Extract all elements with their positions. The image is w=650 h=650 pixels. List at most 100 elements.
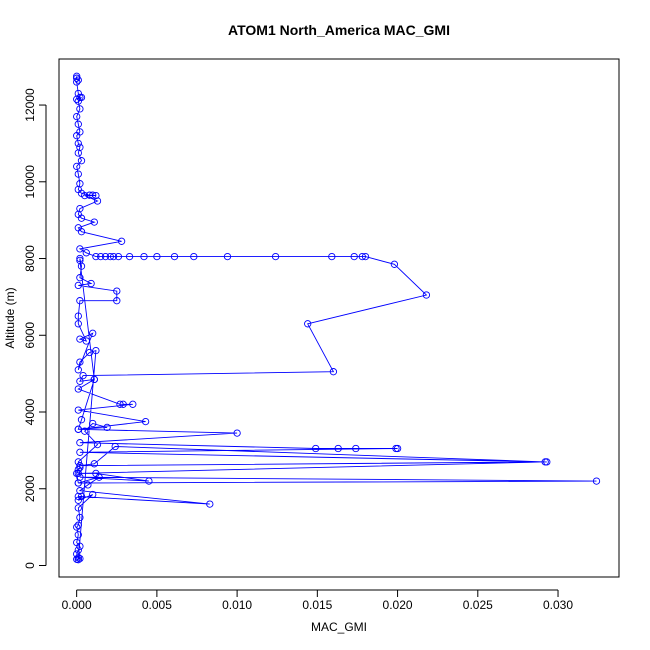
data-point: [361, 252, 370, 261]
data-point: [81, 427, 89, 435]
data-point: [89, 329, 97, 337]
data-point: [76, 245, 84, 253]
data-point: [76, 448, 84, 456]
data-point: [73, 469, 81, 478]
data-point: [74, 97, 82, 105]
data-point: [541, 458, 549, 466]
data-point: [77, 157, 86, 165]
data-point: [129, 400, 137, 408]
data-point: [390, 260, 399, 268]
data-point: [74, 425, 82, 433]
data-point: [95, 473, 103, 481]
plot-frame: [58, 58, 620, 578]
data-point: [84, 481, 92, 489]
data-point: [328, 252, 336, 261]
data-point: [76, 105, 84, 113]
x-tick-label: 0.020: [383, 598, 413, 612]
data-point: [393, 444, 402, 453]
chart-title: ATOM1 North_America MAC_GMI: [228, 22, 450, 38]
data-point: [113, 297, 121, 305]
data-point: [97, 252, 105, 261]
data-point: [74, 320, 82, 328]
data-point: [90, 375, 98, 384]
data-point: [73, 132, 81, 140]
data-point: [592, 477, 601, 485]
data-point: [76, 439, 84, 447]
data-point: [77, 228, 86, 236]
data-point: [82, 337, 90, 345]
data-point: [223, 252, 232, 261]
x-tick-label: 0.005: [142, 598, 172, 612]
data-point: [76, 358, 84, 366]
data-point: [190, 252, 198, 261]
data-point: [113, 287, 121, 295]
data-point: [73, 162, 81, 171]
data-point: [114, 252, 123, 261]
data-point: [74, 120, 82, 128]
data-point: [73, 72, 81, 80]
data-point: [141, 417, 150, 426]
data-point: [334, 444, 342, 453]
data-point: [74, 170, 82, 178]
data-point: [74, 281, 82, 290]
data-point: [92, 191, 100, 200]
data-point: [74, 149, 82, 157]
data-point: [304, 320, 312, 328]
data-point: [93, 440, 102, 449]
x-tick-label: 0.000: [62, 598, 92, 612]
data-point: [206, 500, 214, 508]
x-tick-label: 0.025: [463, 598, 493, 612]
data-point: [103, 423, 111, 432]
data-point: [76, 463, 84, 472]
data-point: [90, 460, 98, 468]
data-point: [85, 348, 94, 357]
data-point: [89, 490, 97, 499]
x-axis-label: MAC_GMI: [311, 620, 367, 634]
data-point: [76, 462, 84, 470]
data-point: [74, 496, 82, 504]
x-tick-label: 0.015: [302, 598, 332, 612]
data-point: [109, 252, 118, 261]
data-point: [89, 419, 97, 428]
y-axis: 0 2000 4000 6000 8000 10000 12000: [23, 88, 47, 569]
data-point: [74, 521, 82, 529]
series-layer: [73, 72, 601, 564]
series-line: [76, 76, 597, 561]
data-point: [117, 237, 126, 245]
data-point: [111, 442, 119, 451]
data-point: [74, 366, 82, 374]
data-point: [74, 139, 82, 148]
y-tick-label: 10000: [23, 165, 37, 199]
data-point: [106, 252, 114, 261]
y-axis-label: Altitude (m): [3, 287, 17, 348]
data-point: [73, 523, 81, 531]
y-tick-label: 0: [23, 562, 37, 569]
data-point: [350, 252, 358, 261]
data-point: [145, 477, 153, 485]
data-point: [312, 444, 320, 453]
data-point: [76, 297, 84, 305]
data-point: [422, 291, 431, 299]
data-point: [73, 95, 81, 103]
data-point: [170, 252, 179, 261]
x-tick-label: 0.030: [543, 598, 573, 612]
data-point: [74, 546, 82, 554]
data-point: [101, 252, 110, 261]
data-point: [125, 252, 134, 261]
y-tick-label: 6000: [23, 322, 37, 349]
data-point: [76, 256, 84, 265]
y-tick-label: 4000: [23, 398, 37, 425]
data-point: [92, 252, 100, 261]
data-point: [271, 252, 280, 261]
data-point: [76, 335, 84, 343]
data-point: [76, 274, 84, 282]
x-tick-label: 0.010: [222, 598, 252, 612]
data-point: [93, 197, 102, 205]
data-point: [329, 368, 338, 376]
data-point: [116, 400, 124, 408]
data-point: [119, 400, 127, 408]
data-point: [82, 249, 90, 257]
data-point: [76, 254, 84, 263]
data-point: [76, 542, 84, 550]
